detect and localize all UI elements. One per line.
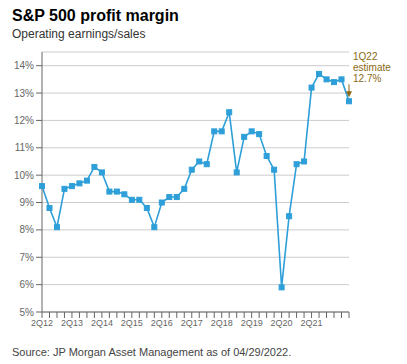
svg-text:1Q22estimate12.7%: 1Q22estimate12.7% xyxy=(353,51,391,84)
svg-text:10%: 10% xyxy=(14,170,34,181)
svg-text:13%: 13% xyxy=(14,88,34,99)
svg-text:2Q16: 2Q16 xyxy=(151,318,173,328)
svg-text:2Q21: 2Q21 xyxy=(301,318,323,328)
svg-text:8%: 8% xyxy=(20,224,35,235)
svg-text:2Q13: 2Q13 xyxy=(61,318,83,328)
html-text:Operating earnings/sales: Operating earnings/sales xyxy=(12,27,146,41)
svg-text:2Q20: 2Q20 xyxy=(271,318,293,328)
svg-text:14%: 14% xyxy=(14,60,34,71)
svg-text:6%: 6% xyxy=(20,279,35,290)
svg-text:2Q14: 2Q14 xyxy=(91,318,113,328)
html-text:S&P 500 profit margin: S&P 500 profit margin xyxy=(12,7,179,24)
svg-text:5%: 5% xyxy=(20,307,35,318)
svg-text:2Q18: 2Q18 xyxy=(211,318,233,328)
svg-text:2Q19: 2Q19 xyxy=(241,318,263,328)
svg-text:2Q12: 2Q12 xyxy=(31,318,53,328)
svg-text:9%: 9% xyxy=(20,197,35,208)
svg-text:12%: 12% xyxy=(14,115,34,126)
svg-text:2Q15: 2Q15 xyxy=(121,318,143,328)
svg-text:11%: 11% xyxy=(15,142,34,153)
svg-text:2Q17: 2Q17 xyxy=(181,318,203,328)
svg-text:7%: 7% xyxy=(20,252,35,263)
html-text:Source: JP Morgan Asset Manage: Source: JP Morgan Asset Management as of… xyxy=(12,346,292,358)
